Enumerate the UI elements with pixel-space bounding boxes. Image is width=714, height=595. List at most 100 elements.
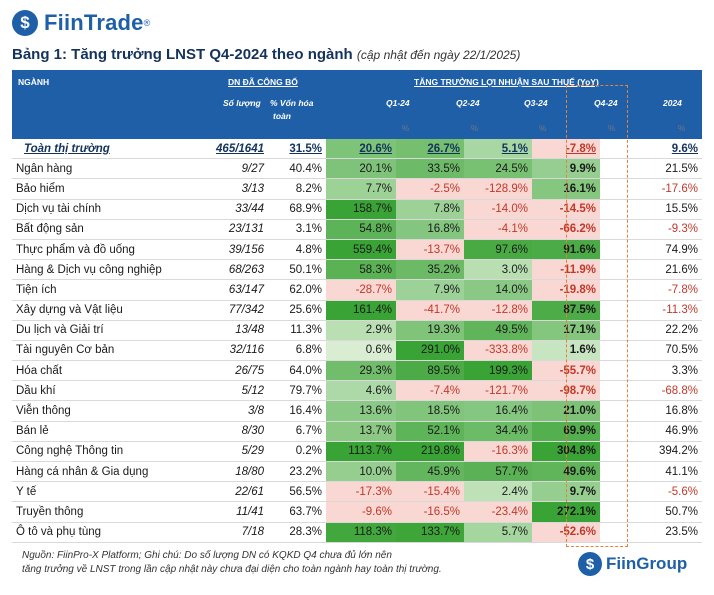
header-q2: Q2-24 — [456, 98, 480, 108]
table-row: Hóa chất 26/75 64.0% 29.3% 89.5% 199.3% -55.7%… — [12, 360, 702, 382]
header-count: Số lượng — [223, 98, 261, 108]
row-count: 8/30 — [212, 421, 268, 442]
header-q1: Q1-24 — [386, 98, 410, 108]
logo-text: FiinTrade — [44, 10, 144, 35]
growth-table: Toàn thị trường 465/1641 31.5% 20.6% 26.… — [12, 139, 702, 543]
row-count: 26/75 — [212, 360, 268, 382]
dollar-circle-icon: $ — [12, 10, 38, 36]
row-q3: 24.5% — [464, 158, 532, 180]
row-count: 18/80 — [212, 461, 268, 483]
row-q1: 2.9% — [326, 320, 396, 341]
row-q4: 87.5% — [532, 300, 600, 321]
row-count: 5/12 — [212, 380, 268, 402]
row-q4: 17.1% — [532, 320, 600, 341]
row-q1: 161.4% — [326, 300, 396, 321]
row-cap: 6.7% — [268, 421, 326, 442]
row-q1: 118.3% — [326, 522, 396, 543]
table-row: Du lịch và Giải trí 13/48 11.3% 2.9% 19.3% 49… — [12, 320, 702, 341]
row-q4: -66.2% — [532, 219, 600, 240]
row-name: Truyền thông — [12, 501, 212, 523]
row-2024: 50.7% — [600, 501, 702, 523]
title-subtitle: (cập nhật đến ngày 22/1/2025) — [356, 48, 521, 62]
row-count: 5/29 — [212, 441, 268, 463]
row-2024: 21.6% — [600, 259, 702, 281]
row-q2: 89.5% — [396, 360, 464, 382]
row-q3: -23.4% — [464, 501, 532, 523]
row-q4: -52.6% — [532, 522, 600, 543]
table-row: Ô tô và phụ tùng 7/18 28.3% 118.3% 133.7% 5.7… — [12, 522, 702, 543]
row-cap: 31.5% — [268, 139, 326, 160]
row-2024: -11.3% — [600, 300, 702, 321]
row-q2: 18.5% — [396, 400, 464, 422]
row-cap: 68.9% — [268, 199, 326, 220]
fiintrade-logo: $ FiinTrade ® — [12, 8, 150, 38]
row-2024: 22.2% — [600, 320, 702, 341]
unit-q2: % — [471, 124, 479, 133]
row-2024: 74.9% — [600, 239, 702, 261]
row-count: 32/116 — [212, 340, 268, 362]
row-2024: 3.3% — [600, 360, 702, 382]
row-q2: 33.5% — [396, 158, 464, 180]
row-q1: 10.0% — [326, 461, 396, 483]
row-count: 11/41 — [212, 501, 268, 523]
row-q1: -17.3% — [326, 481, 396, 503]
row-q2: -41.7% — [396, 300, 464, 321]
row-cap: 16.4% — [268, 400, 326, 422]
row-q3: 57.7% — [464, 461, 532, 483]
table-row: Bán lẻ 8/30 6.7% 13.7% 52.1% 34.4% 69.9% 46.9% — [12, 421, 702, 442]
row-q4: 9.7% — [532, 481, 600, 503]
row-name: Ngân hàng — [12, 158, 212, 180]
row-2024: 15.5% — [600, 199, 702, 220]
row-q3: -12.8% — [464, 300, 532, 321]
row-cap: 63.7% — [268, 501, 326, 523]
row-q4: -98.7% — [532, 380, 600, 402]
row-q2: 7.8% — [396, 199, 464, 220]
row-name: Tài nguyên Cơ bản — [12, 340, 212, 362]
row-q3: 34.4% — [464, 421, 532, 442]
row-q3: -128.9% — [464, 178, 532, 200]
row-2024: -68.8% — [600, 380, 702, 402]
row-q1: 0.6% — [326, 340, 396, 362]
title-main: Bảng 1: Tăng trưởng LNST Q4-2024 theo ng… — [12, 46, 353, 63]
row-cap: 3.1% — [268, 219, 326, 240]
row-name: Dịch vụ tài chính — [12, 199, 212, 220]
row-q1: -28.7% — [326, 279, 396, 301]
row-count: 465/1641 — [212, 139, 268, 160]
row-2024: 394.2% — [600, 441, 702, 463]
row-q1: 4.6% — [326, 380, 396, 402]
row-cap: 23.2% — [268, 461, 326, 483]
row-cap: 64.0% — [268, 360, 326, 382]
fiingroup-logo: $ FiinGroup — [578, 552, 687, 576]
row-count: 22/61 — [212, 481, 268, 503]
row-name: Bán lẻ — [12, 421, 212, 442]
header-q3: Q3-24 — [524, 98, 548, 108]
row-q4: 16.1% — [532, 178, 600, 200]
row-2024: 70.5% — [600, 340, 702, 362]
row-q3: -4.1% — [464, 219, 532, 240]
row-name: Tiện ích — [12, 279, 212, 301]
row-q3: -121.7% — [464, 380, 532, 402]
row-count: 7/18 — [212, 522, 268, 543]
row-name: Du lịch và Giải trí — [12, 320, 212, 341]
row-2024: -9.3% — [600, 219, 702, 240]
table-row: Bất động sản 23/131 3.1% 54.8% 16.8% -4.1% -66… — [12, 219, 702, 240]
row-name: Bất động sản — [12, 219, 212, 240]
row-count: 3/13 — [212, 178, 268, 200]
row-cap: 50.1% — [268, 259, 326, 281]
row-q3: 16.4% — [464, 400, 532, 422]
row-q2: 52.1% — [396, 421, 464, 442]
row-q2: 219.8% — [396, 441, 464, 463]
row-q1: 54.8% — [326, 219, 396, 240]
row-2024: -17.6% — [600, 178, 702, 200]
row-name: Hóa chất — [12, 360, 212, 382]
row-cap: 62.0% — [268, 279, 326, 301]
row-q1: 559.4% — [326, 239, 396, 261]
row-q4: 49.6% — [532, 461, 600, 483]
row-q3: 49.5% — [464, 320, 532, 341]
row-2024: -7.8% — [600, 279, 702, 301]
table-header: NGÀNH DN ĐÃ CÔNG BỐ TĂNG TRƯỞNG LỢI NHUẬ… — [12, 70, 702, 138]
table-row: Bảo hiểm 3/13 8.2% 7.7% -2.5% -128.9% 16.1% -17… — [12, 178, 702, 200]
row-cap: 0.2% — [268, 441, 326, 463]
table-title: Bảng 1: Tăng trưởng LNST Q4-2024 theo ng… — [12, 46, 520, 63]
row-q2: 291.0% — [396, 340, 464, 362]
